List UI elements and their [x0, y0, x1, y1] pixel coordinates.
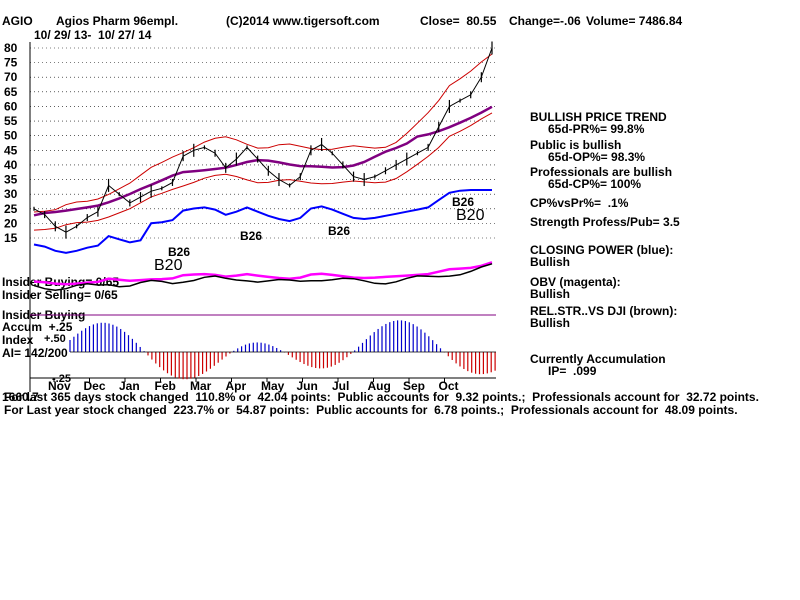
- moving-average-line: [33, 105, 493, 217]
- ticker: AGIO: [2, 14, 33, 28]
- cp-vs-pr: CP%vsPr%= .1%: [530, 196, 629, 210]
- accumulation-status: Currently Accumulation: [530, 352, 666, 366]
- b20-annotation-2: B20: [456, 207, 485, 224]
- volume-value: Volume= 7486.84: [586, 14, 683, 28]
- obv-line: [33, 261, 493, 286]
- obv-label: OBV (magenta):: [530, 275, 621, 289]
- strength-ratio: Strength Profess/Pub= 3.5: [530, 215, 680, 229]
- date-range: 10/ 29/ 13- 10/ 27/ 14: [34, 28, 152, 42]
- month-label-aug: Aug: [368, 379, 391, 393]
- b26-annotation-2: B26: [240, 229, 262, 243]
- month-label-oct: Oct: [439, 379, 459, 393]
- relative-strength-line: [33, 263, 493, 292]
- y-tick-label-70: 70: [4, 70, 18, 84]
- y-tick-label-20: 20: [4, 216, 18, 230]
- month-label-nov: Nov: [48, 379, 71, 393]
- y-tick-label-65: 65: [4, 85, 18, 99]
- month-label-dec: Dec: [84, 379, 106, 393]
- price-line: [33, 47, 493, 233]
- accum-label: Accum +.25: [2, 320, 73, 334]
- ai-label: AI= 142/200: [2, 346, 68, 360]
- pros-cp: 65d-CP%= 100%: [548, 177, 642, 191]
- copyright: (C)2014 www.tigersoft.com: [226, 14, 380, 28]
- month-label-sep: Sep: [403, 379, 425, 393]
- relstr-label: REL.STR..VS DJI (brown):: [530, 304, 678, 318]
- upper-band-line: [33, 53, 493, 213]
- month-label-apr: Apr: [226, 379, 247, 393]
- month-label-may: May: [261, 379, 285, 393]
- insider-buying-2: Insider Buying: [2, 308, 86, 322]
- insider-selling: Insider Selling= 0/65: [2, 288, 118, 302]
- footer-overlap: 1660.7: [2, 390, 39, 404]
- minus25-label: -.25: [52, 373, 71, 385]
- y-tick-label-30: 30: [4, 187, 18, 201]
- y-tick-label-55: 55: [4, 114, 18, 128]
- public-status: Public is bullish: [530, 138, 622, 152]
- month-label-mar: Mar: [190, 379, 212, 393]
- closing-power-status: Bullish: [530, 255, 571, 269]
- y-tick-label-50: 50: [4, 129, 18, 143]
- trend-title: BULLISH PRICE TREND: [530, 110, 667, 124]
- closing-power-line: [33, 189, 492, 254]
- b26-annotation-1: B26: [168, 245, 190, 259]
- close-value: Close= 80.55: [420, 14, 497, 28]
- change-value: Change=-.06: [509, 14, 581, 28]
- month-label-feb: Feb: [155, 379, 176, 393]
- company-name: Agios Pharm 96empl.: [56, 14, 179, 28]
- y-tick-label-80: 80: [4, 41, 18, 55]
- month-label-jan: Jan: [119, 379, 140, 393]
- plus50-label: +.50: [44, 333, 66, 345]
- obv-status: Bullish: [530, 287, 571, 301]
- y-tick-label-15: 15: [4, 231, 18, 245]
- y-tick-label-75: 75: [4, 56, 18, 70]
- y-tick-label-40: 40: [4, 158, 18, 172]
- ip-value: IP= .099: [548, 364, 597, 378]
- lower-band-line: [33, 112, 493, 231]
- index-label: Index: [2, 333, 34, 347]
- b26-annotation-3: B26: [328, 224, 350, 238]
- trend-pr: 65d-PR%= 99.8%: [548, 122, 645, 136]
- closing-power-label: CLOSING POWER (blue):: [530, 243, 674, 257]
- b26-annotation-4: B26: [452, 195, 474, 209]
- relstr-status: Bullish: [530, 316, 571, 330]
- month-label-jun: Jun: [297, 379, 318, 393]
- pros-status: Professionals are bullish: [530, 165, 673, 179]
- month-label-jul: Jul: [332, 379, 349, 393]
- y-tick-label-35: 35: [4, 173, 18, 187]
- public-op: 65d-OP%= 98.3%: [548, 150, 646, 164]
- footer-line-2: For Last year stock changed 223.7% or 54…: [4, 403, 738, 417]
- footer-line-1: For last 365 days stock changed 110.8% o…: [4, 390, 759, 404]
- y-tick-label-45: 45: [4, 143, 18, 157]
- y-tick-label-60: 60: [4, 99, 18, 113]
- y-tick-label-25: 25: [4, 202, 18, 216]
- b20-annotation-1: B20: [154, 257, 183, 274]
